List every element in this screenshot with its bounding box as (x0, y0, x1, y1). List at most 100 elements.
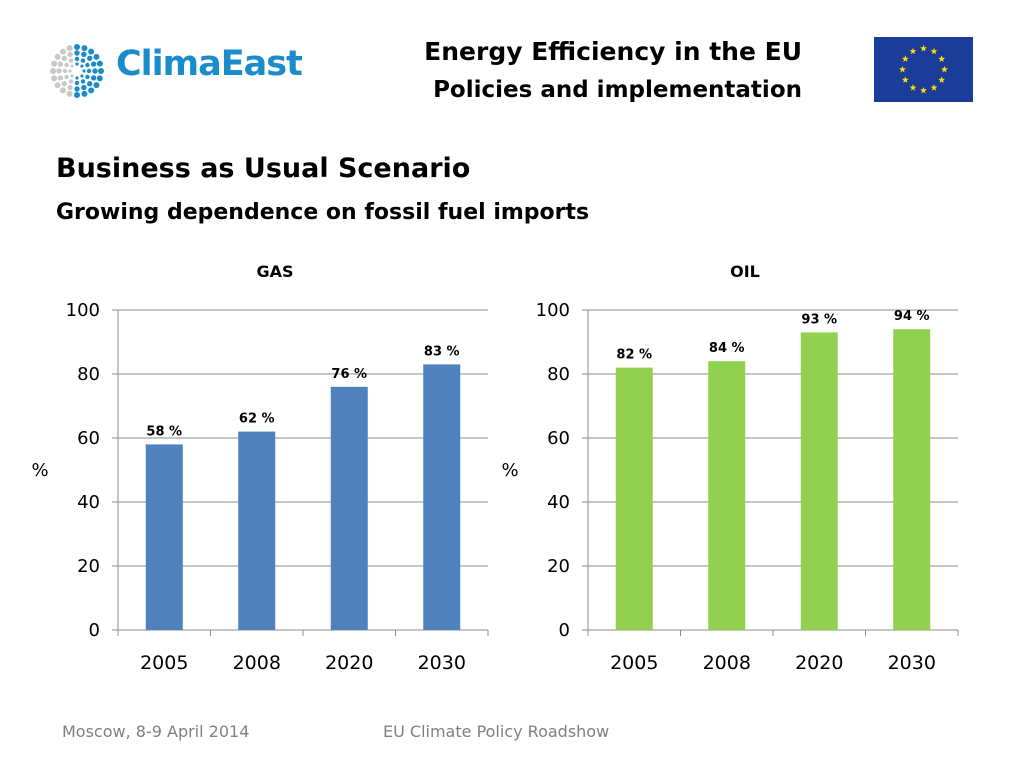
bar-2008 (238, 431, 276, 630)
y-tick-label: 20 (547, 556, 570, 577)
flag-star (901, 76, 909, 83)
x-tick-label: 2008 (233, 652, 281, 674)
logo-dot (70, 64, 74, 68)
bar-2008 (708, 361, 746, 630)
header-title-line1: Energy Efficiency in the EU (424, 37, 802, 66)
bar-2020 (800, 332, 838, 630)
footer-location-date: Moscow, 8-9 April 2014 (62, 722, 250, 741)
logo-dot (81, 51, 87, 58)
logo-dot (62, 68, 68, 74)
logo-dot (87, 55, 93, 61)
logo-dot (50, 68, 56, 74)
flag-star (899, 65, 906, 73)
logo-dot (85, 62, 90, 68)
logo-dot (92, 68, 98, 74)
y-tick-label: 0 (559, 620, 570, 641)
logo-dot (59, 48, 66, 55)
chart-title: OIL (730, 262, 760, 281)
logo-dot (68, 58, 74, 63)
bar-2030 (893, 329, 931, 630)
logo-dot (86, 68, 92, 74)
flag-star (930, 84, 938, 91)
logo-dot (93, 82, 100, 89)
y-tick-label: 100 (66, 300, 100, 321)
y-tick-label: 80 (77, 364, 100, 385)
logo-dot (68, 79, 74, 84)
header-title: Energy Efficiency in the EU Policies and… (345, 30, 802, 112)
x-tick-label: 2030 (888, 652, 936, 674)
logo-dot (80, 58, 86, 63)
logo-dot (74, 50, 80, 56)
logo-dot (54, 82, 61, 89)
logo-dot (59, 87, 66, 94)
logo-dot (85, 74, 90, 80)
logo-dot (74, 92, 80, 98)
y-tick-label: 40 (547, 492, 570, 513)
logo-dot (51, 60, 58, 67)
x-tick-label: 2020 (795, 652, 843, 674)
flag-star (930, 47, 938, 55)
logo-dot (87, 81, 93, 87)
data-label: 94 % (894, 309, 930, 324)
logo-dot (90, 61, 97, 67)
flag-star (909, 84, 917, 91)
data-label: 84 % (709, 341, 745, 356)
logo-dot (68, 69, 72, 73)
climaeast-logo: ClimaEast (46, 40, 316, 102)
logo-dot (80, 74, 84, 78)
flag-star (941, 65, 948, 73)
logo-dot (96, 60, 103, 67)
bar-2030 (423, 364, 461, 630)
flag-star (920, 86, 927, 94)
y-tick-label: 80 (547, 364, 570, 385)
bar-2005 (615, 367, 653, 630)
y-tick-label: 60 (547, 428, 570, 449)
logo-dots-icon (50, 44, 104, 98)
logo-dot (66, 45, 73, 52)
logo-dot (74, 86, 80, 92)
bar-2020 (330, 386, 368, 630)
logo-dot (88, 48, 95, 55)
slide-subtitle: Growing dependence on fossil fuel import… (56, 200, 590, 225)
logo-dot (90, 75, 97, 81)
logo-dot (93, 53, 100, 60)
gas-chart: GAS 0 20 40 60 80 100% 58 % 2005 62 % 2008 76 % 2020… (31, 262, 489, 674)
logo-dot (57, 75, 64, 81)
logo-dot (70, 74, 74, 78)
logo-dot (82, 69, 86, 73)
logo-dot (57, 61, 64, 67)
chart-title: GAS (256, 262, 293, 281)
x-tick-label: 2030 (418, 652, 466, 674)
logo-dot (75, 76, 79, 80)
x-tick-label: 2005 (610, 652, 658, 674)
y-tick-label: 60 (77, 428, 100, 449)
data-label: 93 % (801, 312, 837, 327)
logo-dot (75, 62, 79, 66)
y-tick-label: 40 (77, 492, 100, 513)
x-tick-label: 2008 (703, 652, 751, 674)
flag-star (938, 55, 946, 62)
data-label: 83 % (424, 344, 460, 359)
x-tick-label: 2005 (140, 652, 188, 674)
logo-dot (66, 90, 73, 97)
logo-dot (74, 56, 80, 62)
logo-dot (74, 80, 80, 86)
flag-star (938, 76, 946, 83)
y-tick-label: 100 (536, 300, 570, 321)
logo-dot (64, 74, 69, 80)
logo-dot (54, 53, 61, 60)
x-tick-label: 2020 (325, 652, 373, 674)
logo-text: ClimaEast (116, 44, 303, 84)
logo-dot (64, 62, 69, 68)
y-tick-label: 20 (77, 556, 100, 577)
footer-event-name: EU Climate Policy Roadshow (383, 722, 610, 741)
logo-dot (80, 79, 86, 84)
logo-dot (96, 75, 103, 82)
logo-dot (67, 51, 73, 58)
data-label: 76 % (331, 367, 367, 382)
logo-dot (80, 64, 84, 68)
logo-dot (98, 68, 104, 74)
logo-dot (81, 84, 87, 91)
flag-star (909, 47, 917, 55)
logo-dot (74, 44, 80, 50)
